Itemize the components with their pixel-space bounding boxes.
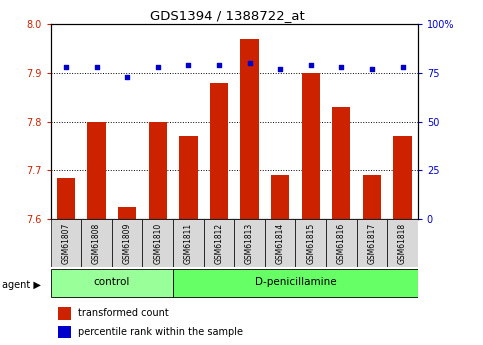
Point — [246, 60, 254, 66]
Text: GSM61809: GSM61809 — [123, 223, 132, 264]
Bar — [179, 136, 198, 219]
Text: GSM61810: GSM61810 — [153, 223, 162, 264]
Point — [93, 64, 100, 70]
Text: GDS1394 / 1388722_at: GDS1394 / 1388722_at — [150, 9, 304, 22]
Bar — [142, 219, 173, 267]
Point — [123, 74, 131, 80]
Bar — [271, 175, 289, 219]
Point — [338, 64, 345, 70]
Point — [276, 66, 284, 72]
Bar — [112, 219, 142, 267]
Bar — [51, 269, 173, 297]
Bar — [210, 82, 228, 219]
Point — [215, 62, 223, 68]
Bar — [81, 219, 112, 267]
Text: D-penicillamine: D-penicillamine — [255, 277, 336, 287]
Bar — [58, 307, 71, 319]
Text: control: control — [94, 277, 130, 287]
Bar — [173, 219, 204, 267]
Text: GSM61808: GSM61808 — [92, 223, 101, 264]
Bar — [87, 121, 106, 219]
Bar — [332, 107, 351, 219]
Text: agent ▶: agent ▶ — [2, 280, 41, 289]
Bar — [57, 178, 75, 219]
Bar — [363, 175, 381, 219]
Text: GSM61817: GSM61817 — [368, 223, 376, 264]
Bar — [356, 219, 387, 267]
Bar — [118, 207, 136, 219]
Point — [185, 62, 192, 68]
Point — [62, 64, 70, 70]
Bar — [326, 219, 356, 267]
Text: GSM61807: GSM61807 — [61, 223, 71, 264]
Bar — [51, 219, 81, 267]
Bar — [265, 219, 296, 267]
Text: GSM61818: GSM61818 — [398, 223, 407, 264]
Bar — [241, 39, 259, 219]
Bar — [393, 136, 412, 219]
Point — [368, 66, 376, 72]
Bar — [301, 73, 320, 219]
Text: GSM61812: GSM61812 — [214, 223, 224, 264]
Text: GSM61811: GSM61811 — [184, 223, 193, 264]
Text: transformed count: transformed count — [78, 308, 169, 318]
Bar — [204, 219, 234, 267]
Text: GSM61814: GSM61814 — [276, 223, 284, 264]
Bar — [173, 269, 418, 297]
Bar — [149, 121, 167, 219]
Bar — [296, 219, 326, 267]
Point — [154, 64, 162, 70]
Bar — [234, 219, 265, 267]
Point — [307, 62, 314, 68]
Bar — [387, 219, 418, 267]
Bar — [58, 326, 71, 338]
Text: GSM61813: GSM61813 — [245, 223, 254, 264]
Text: GSM61815: GSM61815 — [306, 223, 315, 264]
Text: percentile rank within the sample: percentile rank within the sample — [78, 327, 243, 337]
Text: GSM61816: GSM61816 — [337, 223, 346, 264]
Point — [398, 64, 406, 70]
